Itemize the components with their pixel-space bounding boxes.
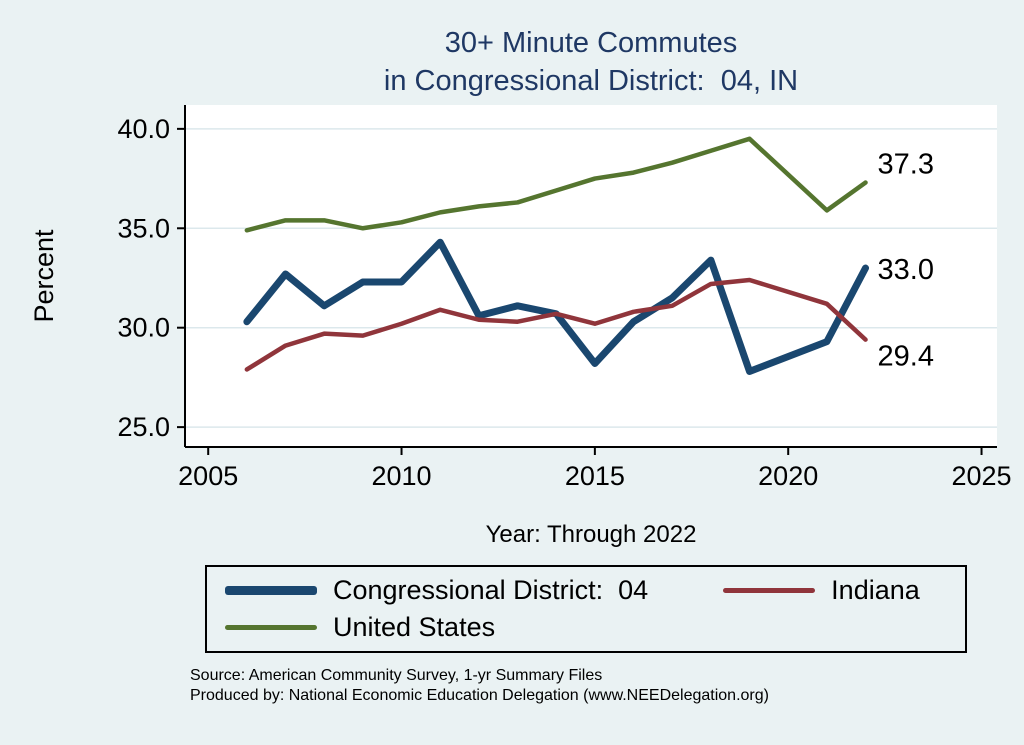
- footer: Source: American Community Survey, 1-yr …: [190, 666, 769, 706]
- x-tick-label: 2020: [758, 461, 818, 491]
- x-tick-label: 2015: [565, 461, 625, 491]
- chart-title: 30+ Minute Commutes in Congressional Dis…: [185, 24, 997, 100]
- line-series-indiana: [244, 277, 868, 372]
- y-tick-label: 25.0: [117, 412, 170, 442]
- x-tick-label: 2025: [951, 461, 1011, 491]
- y-tick-label: 30.0: [117, 313, 170, 343]
- legend-label-indiana: Indiana: [831, 575, 920, 605]
- x-tick-label: 2005: [178, 461, 238, 491]
- legend-item-district: Congressional District: 04: [225, 575, 723, 606]
- legend-swatch-district: [225, 586, 317, 595]
- legend-swatch-indiana: [723, 588, 816, 593]
- y-tick-label: 40.0: [117, 114, 170, 144]
- legend-swatch-united-states: [225, 625, 317, 630]
- line-series-congressional-district-04: [243, 238, 870, 375]
- legend-item-united-states: United States: [225, 612, 723, 643]
- x-tick-label: 2010: [371, 461, 431, 491]
- footer-source: Source: American Community Survey, 1-yr …: [190, 667, 603, 684]
- chart-title-line2: in Congressional District: 04, IN: [383, 65, 799, 97]
- plot-background: [185, 105, 997, 447]
- legend-item-indiana: Indiana: [723, 575, 947, 606]
- legend-label-district: Congressional District: 04: [333, 575, 649, 605]
- line-series-united-states: [244, 136, 868, 233]
- legend: Congressional District: 04 Indiana Unite…: [205, 565, 967, 653]
- chart-title-line1: 30+ Minute Commutes: [444, 27, 738, 59]
- legend-label-united-states: United States: [333, 612, 496, 642]
- y-tick-label: 35.0: [117, 213, 170, 243]
- end-value-label: 37.3: [878, 149, 934, 181]
- end-value-label: 33.0: [878, 254, 934, 286]
- x-axis-label: Year: Through 2022: [485, 521, 697, 548]
- end-value-label: 29.4: [878, 341, 934, 373]
- footer-produced-by: Produced by: National Economic Education…: [190, 687, 769, 704]
